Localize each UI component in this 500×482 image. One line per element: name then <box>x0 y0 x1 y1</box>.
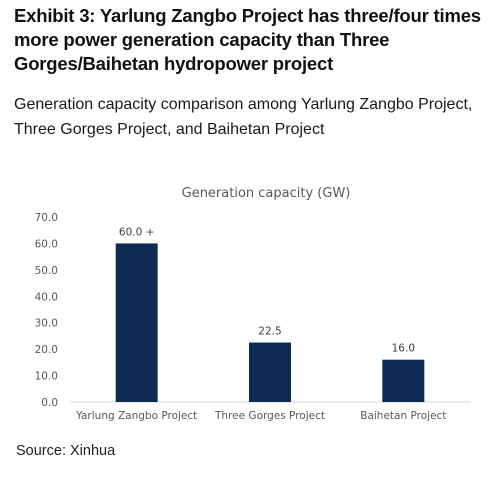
x-axis: Yarlung Zangbo Project Three Gorges Proje… <box>75 410 446 422</box>
y-tick-label: 70.0 <box>35 212 58 224</box>
bar <box>115 243 158 402</box>
exhibit-subtitle: Generation capacity comparison among Yar… <box>14 96 473 138</box>
bar-chart: Generation capacity (GW) 0.0 10.0 20.0 30.0… <box>35 186 470 422</box>
chart-title: Generation capacity (GW) <box>182 186 351 201</box>
exhibit-title: Exhibit 3: Yarlung Zangbo Project has th… <box>14 5 481 74</box>
source-note: Source: Xinhua <box>16 443 116 459</box>
y-tick-label: 10.0 <box>35 371 58 383</box>
bar-series <box>115 243 425 402</box>
y-tick-label: 20.0 <box>35 344 58 356</box>
x-tick-label: Baihetan Project <box>360 410 446 422</box>
y-tick-label: 30.0 <box>35 318 58 330</box>
y-axis: 0.0 10.0 20.0 30.0 40.0 50.0 60.0 70.0 <box>35 212 58 409</box>
y-tick-label: 50.0 <box>35 265 58 277</box>
data-label: 16.0 <box>392 343 415 355</box>
y-tick-label: 0.0 <box>41 397 58 409</box>
chart-container: Generation capacity (GW) 0.0 10.0 20.0 30.0… <box>0 170 500 435</box>
bar <box>382 359 425 402</box>
x-tick-label: Three Gorges Project <box>214 410 325 422</box>
data-label: 22.5 <box>258 326 281 338</box>
x-tick-label: Yarlung Zangbo Project <box>75 410 197 422</box>
data-label: 60.0 + <box>119 226 155 238</box>
y-tick-label: 40.0 <box>35 291 58 303</box>
bar <box>249 342 291 402</box>
data-labels: 60.0 + 22.5 16.0 <box>119 226 415 354</box>
y-tick-label: 60.0 <box>35 238 58 250</box>
